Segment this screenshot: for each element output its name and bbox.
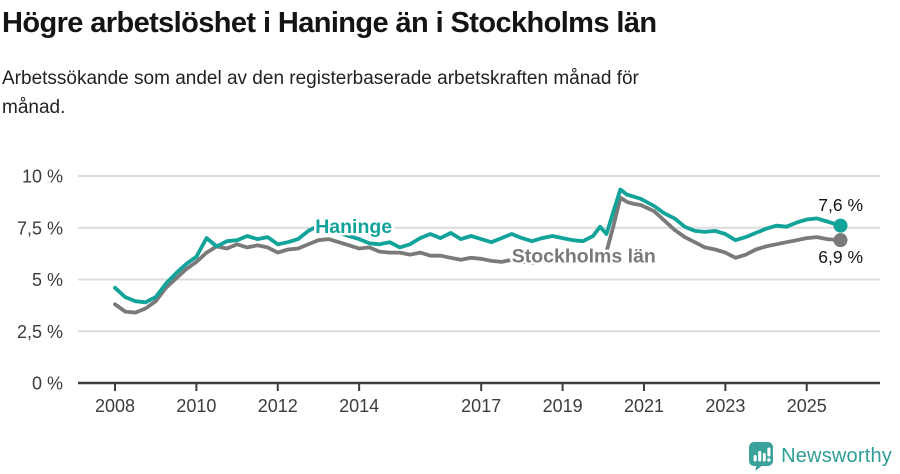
series-label-stockholms-län: Stockholms län (512, 246, 656, 268)
series-line-haninge (113, 187, 843, 305)
bar-tall (758, 451, 762, 462)
x-axis-label: 2021 (624, 396, 664, 416)
exclamation-bar (767, 447, 771, 457)
newsworthy-branding: Newsworthy (748, 441, 892, 471)
exclamation-dot (767, 458, 771, 462)
bar-small (753, 455, 757, 462)
series-label-haninge: Haninge (315, 216, 392, 238)
end-dot-haninge (833, 218, 848, 233)
end-dot-stockholms-län (833, 233, 848, 248)
newsworthy-chart-bubble-icon (749, 442, 774, 471)
x-axis-label: 2023 (705, 396, 745, 416)
y-axis-label: 10 % (22, 167, 63, 187)
page-title: Högre arbetslöshet i Haninge än i Stockh… (2, 7, 657, 39)
chart-subtitle: Arbetssökande som andel av den registerb… (2, 68, 639, 118)
newsworthy-brand-name: Newsworthy (781, 444, 892, 467)
bar-medium (762, 453, 766, 462)
end-value-label-stockholms-län: 6,9 % (818, 247, 863, 267)
y-axis-label: 5 % (32, 270, 63, 290)
x-axis-label: 2014 (339, 396, 379, 416)
x-axis-label: 2012 (258, 396, 298, 416)
end-value-label-haninge: 7,6 % (818, 195, 863, 215)
y-axis-label: 2,5 % (17, 322, 63, 342)
series-line-stockholms-län (113, 195, 843, 315)
x-axis-label: 2008 (95, 396, 135, 416)
x-axis-label: 2017 (461, 396, 501, 416)
x-axis-label: 2019 (543, 396, 583, 416)
y-axis-label: 0 % (32, 374, 63, 394)
x-axis-label: 2025 (787, 396, 827, 416)
y-axis-label: 7,5 % (17, 218, 63, 238)
x-axis-label: 2010 (176, 396, 216, 416)
